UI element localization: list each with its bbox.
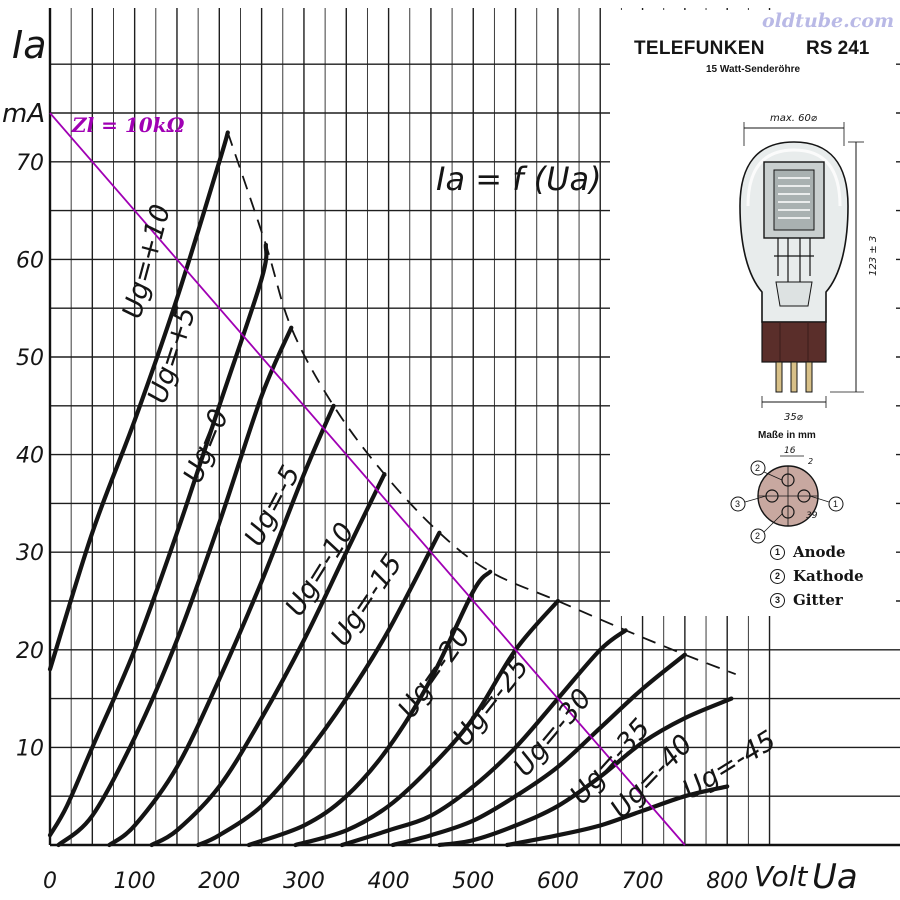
brand-title: TELEFUNKEN: [634, 38, 765, 59]
series-line-4: [107, 403, 336, 848]
series-line-2: [47, 242, 269, 838]
socket-pin-2-bottom: 2: [755, 531, 760, 541]
y-tick-label: 30: [16, 541, 44, 566]
dimensions-caption: Maße in mm: [758, 430, 816, 441]
socket-pitch: 16: [784, 446, 796, 456]
tube-base-diameter: 35⌀: [784, 412, 804, 423]
y-tick-label: 40: [16, 444, 44, 469]
series-line-9: [339, 628, 628, 848]
chart-envelope: [226, 132, 737, 676]
x-tick-label: 800: [706, 869, 748, 894]
socket-pin-2-top: 2: [755, 463, 760, 473]
pin-number: 2: [770, 568, 785, 584]
pin-label: Kathode: [793, 567, 864, 585]
pin-label: Anode: [793, 543, 846, 561]
load-line: [49, 112, 686, 846]
x-tick-labels: 0 100 200 300 400 500 600 700 800: [43, 869, 748, 894]
tube-base: [761, 321, 827, 363]
pin-label: Gitter: [793, 591, 843, 609]
x-tick-label: 700: [622, 869, 664, 894]
y-tick-label: 60: [16, 248, 44, 273]
y-tick-labels: 10 20 30 40 50 60 70: [16, 151, 44, 762]
pin-number: 1: [770, 544, 785, 560]
socket-diagram: 16 2 39 2 3 1 2: [730, 446, 844, 544]
tube-max-diameter: max. 60⌀: [770, 113, 818, 124]
y-tick-label: 10: [16, 736, 44, 761]
series-line-12: [505, 784, 730, 848]
y-tick-label: 20: [16, 639, 44, 664]
load-line-label: Zl = 10kΩ: [71, 113, 185, 137]
x-tick-label: 600: [537, 869, 579, 894]
socket-pin-1: 1: [833, 499, 838, 509]
series-label-8: Ug=-25: [447, 652, 535, 753]
socket-pin-3: 3: [735, 499, 740, 509]
pin-legend-item-gitter: 3 Gitter: [770, 588, 864, 612]
chart-curves: [47, 130, 734, 848]
pin-legend-item-kathode: 2 Kathode: [770, 564, 864, 588]
y-axis-unit: mA: [2, 99, 45, 129]
tube-pins: [775, 361, 813, 393]
socket-offset: 2: [808, 457, 813, 466]
y-tick-label: 70: [16, 151, 44, 176]
tube-info-panel: oldtube.com TELEFUNKEN RS 241 15 Watt-Se…: [610, 10, 896, 616]
chart-load-line: [49, 112, 686, 846]
y-axis-label: Ia: [12, 23, 47, 67]
series-line-1: [47, 130, 230, 672]
tube-height: 123 ± 3: [868, 236, 879, 276]
envelope-line: [226, 132, 737, 676]
chart-title: Ia = f (Ua): [436, 160, 602, 198]
socket-pin-circle: 39: [806, 511, 818, 521]
pin-legend-item-anode: 1 Anode: [770, 540, 864, 564]
x-tick-label: 500: [452, 869, 494, 894]
watermark: oldtube.com: [762, 10, 895, 32]
series-label-7: Ug=-20: [392, 621, 477, 724]
x-tick-label: 100: [114, 869, 156, 894]
series-label-1: Ug=+10: [117, 201, 177, 322]
series-line-5: [149, 472, 387, 848]
x-axis-label: Ua: [812, 857, 858, 897]
x-tick-label: 300: [283, 869, 325, 894]
series-label-3: Ug=0: [178, 405, 235, 488]
series-line-7: [246, 569, 493, 848]
series-line-6: [196, 530, 442, 848]
x-tick-label: 0: [43, 869, 57, 894]
pin-number: 3: [770, 592, 785, 608]
x-tick-label: 400: [368, 869, 410, 894]
series-label-4: Ug=-5: [239, 460, 307, 551]
x-axis-unit: Volt: [754, 860, 808, 893]
series-line-11: [437, 696, 734, 848]
series-label-12: Ug=-45: [677, 725, 781, 806]
y-tick-label: 50: [16, 346, 44, 371]
tube-subtitle: 15 Watt-Senderöhre: [706, 64, 801, 75]
model-title: RS 241: [806, 38, 870, 59]
tube-drawing: max. 60⌀ 35⌀ 123 ± 3: [739, 113, 879, 423]
x-tick-label: 200: [198, 869, 240, 894]
series-line-3: [56, 325, 294, 848]
series-line-10: [390, 652, 687, 848]
series-label-2: Ug=+5: [142, 303, 202, 407]
pin-legend: 1 Anode 2 Kathode 3 Gitter: [770, 540, 864, 612]
